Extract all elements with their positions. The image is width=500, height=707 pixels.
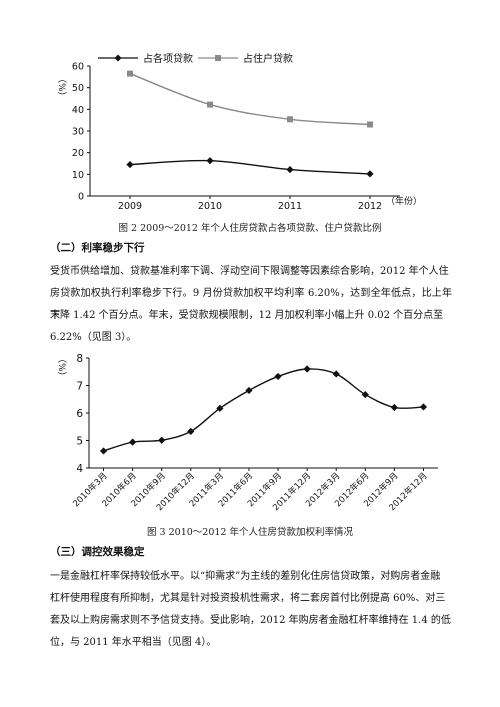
data-point-series-1 [126,160,134,169]
data-point-series-1 [158,436,166,444]
y-tick-label: 8 [76,353,83,365]
y-tick-label: 10 [72,170,84,181]
paragraph-line: 房贷款加权执行利率稳步下行。9 月份贷款加权平均利率 6.20%，达到全年低点，… [50,288,452,321]
y-tick-label: 30 [72,127,84,138]
y-axis-unit-label: （%） [56,74,67,101]
paragraph-line: 一是金融杠杆率保持较低水平。以“抑需求”为主线的差别化住房信贷政策，对购房者金融 [50,571,441,582]
data-point-series-2 [127,70,133,77]
paragraph-line: 套及以上购房需求则不予信贷支持。受此影响，2012 年购房者金融杠杆率维持在 1… [50,615,451,626]
legend-marker-series-2 [215,55,221,61]
paragraph-line: 杠杆使用程度有所抑制，尤其是针对投资投机性需求，将二套房首付比例提高 60%、对… [50,593,446,604]
x-tick-label: 2009 [118,201,142,212]
paragraph-line: 下降 1.42 个百分点。年末，受贷款规模限制，12 月加权利率小幅上升 0.0… [50,310,444,321]
y-tick-label: 50 [72,83,84,94]
x-tick-label: 2010 [198,201,222,212]
chart-legend: 占各项贷款 占住户贷款 [98,52,293,65]
data-point-series-1 [129,438,137,446]
paragraph-line: 受货币供给增加、贷款基准利率下调、浮动空间下限调整等因素综合影响，2012 年个… [50,266,449,277]
legend-label-series-1: 占各项贷款 [143,52,193,65]
paragraph-line: 6.22%（见图 3）。 [50,332,137,343]
figure-3-caption: 图 3 2010～2012 年个人住房贷款加权利率情况 [147,527,353,538]
data-point-series-2 [367,121,373,128]
y-tick-label: 5 [76,436,83,448]
chart-plot-area [99,365,428,455]
paragraph-line: 位，与 2011 年水平相当（见图 4）。 [50,637,217,648]
series-line-2 [129,72,371,126]
y-axis-unit-label: （%） [56,354,67,381]
data-point-series-1 [286,165,294,174]
figure-2-line-chart: 占各项贷款 占住户贷款 （%） 0 10 20 30 40 50 60 2009 2010 201… [56,52,422,212]
data-point-series-2 [207,101,213,108]
data-point-series-1 [274,372,282,381]
legend-label-series-2: 占住户贷款 [243,52,293,65]
data-point-series-1 [99,447,108,455]
data-point-series-1 [419,403,428,411]
legend-marker-series-1 [114,54,122,62]
data-point-series-1 [361,390,369,399]
chart-plot-area [126,70,374,178]
series-line-1 [129,159,371,175]
x-tick-label: 2012 [358,201,382,212]
y-tick-label: 7 [76,381,83,393]
section-3-heading: （三）调控效果稳定 [50,546,145,558]
y-tick-label: 40 [72,105,84,116]
x-axis-unit-label: （年份） [386,195,422,207]
x-tick-label: 2011 [278,201,302,212]
data-point-series-2 [287,116,293,123]
y-tick-label: 6 [76,408,83,420]
y-tick-label: 60 [72,62,84,73]
data-point-series-1 [366,170,374,178]
data-point-series-1 [332,370,340,378]
data-point-series-1 [390,403,398,412]
chart-axes: 0 10 20 30 40 50 60 2009 2010 2011 2012 [72,62,400,212]
section-2-heading: （二）利率稳步下行 [50,242,145,254]
figure-2-caption: 图 2 2009～2012 年个人住房贷款占各项贷款、住户贷款比例 [118,223,382,234]
y-tick-label: 4 [76,463,83,475]
y-tick-label: 20 [72,148,84,159]
data-point-series-1 [206,157,214,165]
series-line-1 [103,368,424,452]
data-point-series-1 [303,365,311,373]
data-point-series-1 [245,386,253,395]
chart-axes: 456782010年3月2010年6月2010年9月2010年12月2011年3… [71,353,438,513]
y-tick-label: 0 [78,192,84,203]
data-point-series-1 [187,427,195,436]
figure-3-line-chart: （%） 456782010年3月2010年6月2010年9月2010年12月20… [56,353,438,513]
